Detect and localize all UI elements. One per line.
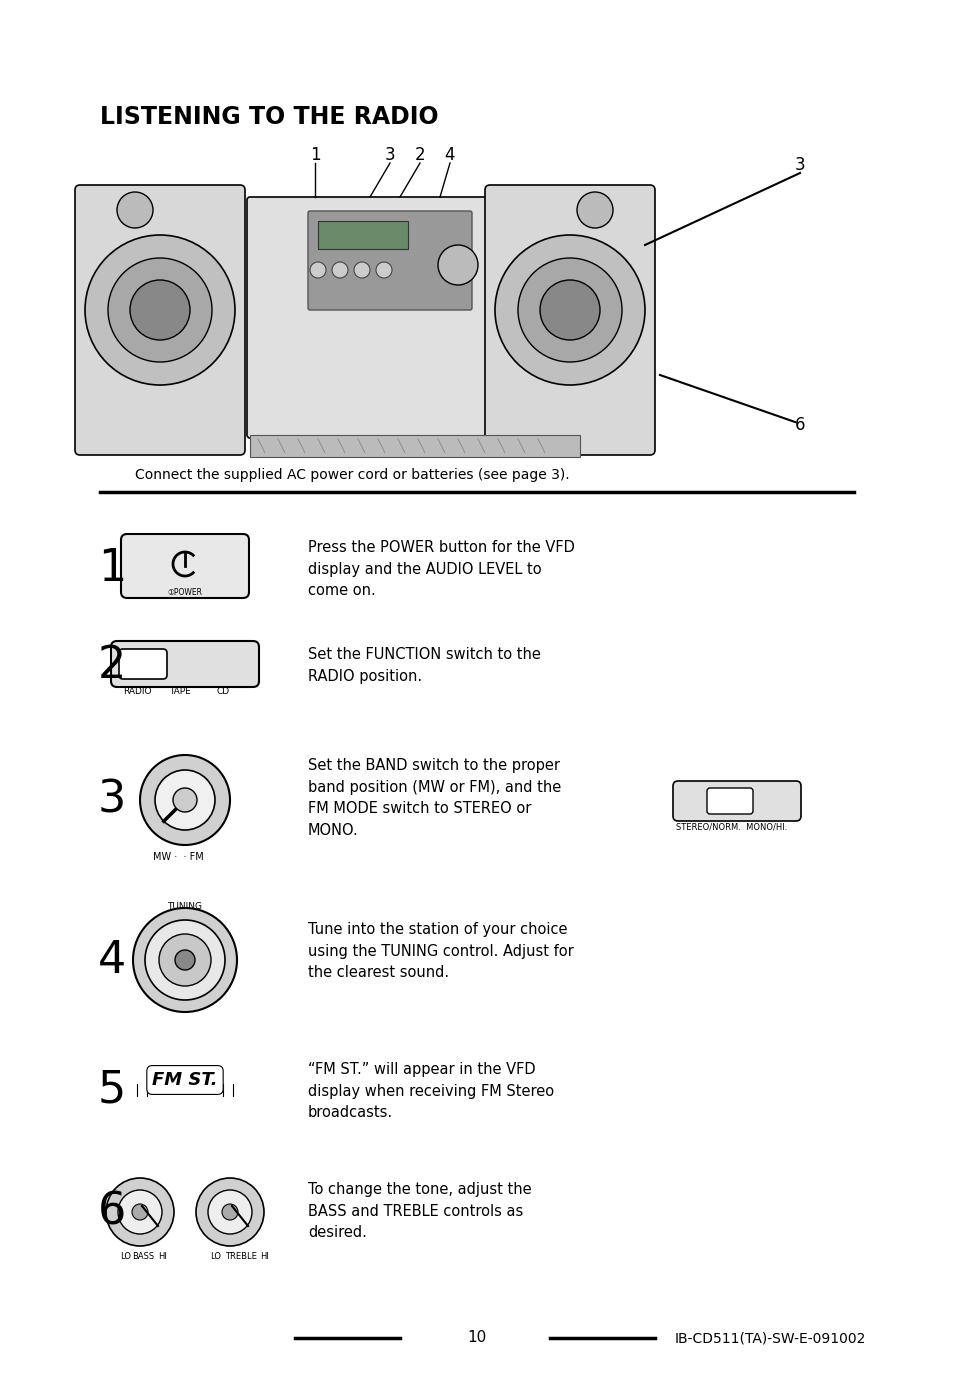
Circle shape — [222, 1204, 237, 1220]
Text: STEREO/NORM.  MONO/HI.: STEREO/NORM. MONO/HI. — [676, 822, 786, 831]
Circle shape — [310, 263, 326, 278]
Circle shape — [130, 281, 190, 340]
FancyBboxPatch shape — [317, 221, 408, 249]
Circle shape — [108, 258, 212, 362]
Circle shape — [437, 245, 477, 285]
FancyBboxPatch shape — [119, 650, 167, 679]
Text: 6: 6 — [98, 1190, 126, 1234]
Circle shape — [332, 263, 348, 278]
Circle shape — [517, 258, 621, 362]
Text: BASS: BASS — [132, 1252, 154, 1260]
Circle shape — [172, 788, 196, 813]
Circle shape — [354, 263, 370, 278]
FancyBboxPatch shape — [121, 533, 249, 598]
Text: HI: HI — [158, 1252, 167, 1260]
Text: Connect the supplied AC power cord or batteries (see page 3).: Connect the supplied AC power cord or ba… — [135, 468, 569, 482]
Text: 2: 2 — [98, 644, 126, 687]
Text: 5: 5 — [98, 1068, 126, 1111]
Text: 4: 4 — [444, 146, 455, 164]
Circle shape — [539, 281, 599, 340]
Circle shape — [132, 1204, 148, 1220]
Circle shape — [195, 1177, 264, 1247]
Text: 10: 10 — [467, 1331, 486, 1346]
Text: 3: 3 — [98, 778, 126, 821]
Text: Set the BAND switch to the proper
band position (MW or FM), and the
FM MODE swit: Set the BAND switch to the proper band p… — [308, 757, 560, 837]
Text: TUNING: TUNING — [168, 902, 202, 911]
Text: LO: LO — [210, 1252, 221, 1260]
Text: 1: 1 — [310, 146, 320, 164]
FancyBboxPatch shape — [672, 781, 801, 821]
Circle shape — [375, 263, 392, 278]
Text: 3: 3 — [384, 146, 395, 164]
Text: 2: 2 — [415, 146, 425, 164]
Text: TAPE: TAPE — [169, 687, 191, 697]
Text: 1: 1 — [98, 546, 126, 590]
Circle shape — [174, 949, 194, 970]
Text: Tune into the station of your choice
using the TUNING control. Adjust for
the cl: Tune into the station of your choice usi… — [308, 922, 573, 980]
Circle shape — [117, 192, 152, 228]
FancyBboxPatch shape — [111, 641, 258, 687]
FancyBboxPatch shape — [250, 435, 579, 457]
Text: 6: 6 — [794, 416, 804, 434]
Text: 4: 4 — [98, 938, 126, 981]
Circle shape — [495, 235, 644, 386]
Text: To change the tone, adjust the
BASS and TREBLE controls as
desired.: To change the tone, adjust the BASS and … — [308, 1182, 531, 1240]
Circle shape — [140, 755, 230, 844]
Circle shape — [577, 192, 613, 228]
Circle shape — [85, 235, 234, 386]
FancyBboxPatch shape — [484, 185, 655, 455]
FancyBboxPatch shape — [75, 185, 245, 455]
Text: HI: HI — [260, 1252, 269, 1260]
Text: ①POWER: ①POWER — [168, 587, 202, 597]
FancyBboxPatch shape — [308, 211, 472, 310]
Text: IB-CD511(TA)-SW-E-091002: IB-CD511(TA)-SW-E-091002 — [675, 1331, 865, 1345]
Text: 3: 3 — [794, 156, 804, 174]
Circle shape — [118, 1190, 162, 1234]
Text: FM ST.: FM ST. — [152, 1071, 217, 1089]
Circle shape — [132, 908, 236, 1012]
Circle shape — [159, 934, 211, 985]
Text: TREBLE: TREBLE — [225, 1252, 256, 1260]
Text: LO: LO — [120, 1252, 131, 1260]
Text: Set the FUNCTION switch to the
RADIO position.: Set the FUNCTION switch to the RADIO pos… — [308, 647, 540, 684]
Circle shape — [145, 920, 225, 1001]
Text: LISTENING TO THE RADIO: LISTENING TO THE RADIO — [100, 105, 438, 129]
Text: Press the POWER button for the VFD
display and the AUDIO LEVEL to
come on.: Press the POWER button for the VFD displ… — [308, 540, 575, 598]
Circle shape — [106, 1177, 173, 1247]
Text: CD: CD — [216, 687, 230, 697]
Text: “FM ST.” will appear in the VFD
display when receiving FM Stereo
broadcasts.: “FM ST.” will appear in the VFD display … — [308, 1061, 554, 1121]
Circle shape — [154, 770, 214, 831]
Circle shape — [208, 1190, 252, 1234]
Text: MW ·  · FM: MW · · FM — [152, 851, 204, 862]
Text: RADIO: RADIO — [123, 687, 152, 697]
FancyBboxPatch shape — [247, 198, 582, 438]
FancyBboxPatch shape — [706, 788, 752, 814]
